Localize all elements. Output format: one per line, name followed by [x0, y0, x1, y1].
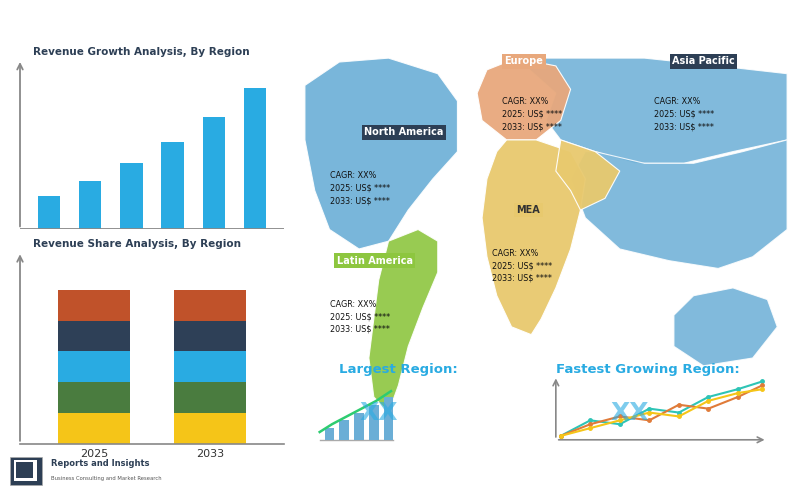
Text: CAGR: XX%
2025: US$ ****
2033: US$ ****: CAGR: XX% 2025: US$ **** 2033: US$ ****: [502, 97, 562, 131]
Bar: [339, 421, 349, 440]
Text: CAGR: XX%
2025: US$ ****
2033: US$ ****: CAGR: XX% 2025: US$ **** 2033: US$ ****: [330, 171, 390, 205]
Bar: [174, 413, 246, 444]
Text: Largest Region:: Largest Region:: [339, 362, 458, 376]
FancyBboxPatch shape: [14, 460, 37, 481]
Text: XX: XX: [610, 400, 649, 424]
FancyBboxPatch shape: [10, 457, 42, 485]
Bar: [384, 397, 394, 440]
Text: Business Consulting and Market Research: Business Consulting and Market Research: [51, 476, 162, 481]
Bar: [369, 405, 378, 440]
Text: XX: XX: [359, 400, 398, 424]
Text: Reports and Insights: Reports and Insights: [51, 458, 150, 468]
Bar: [162, 142, 184, 229]
Text: Asia Pacific: Asia Pacific: [672, 56, 735, 66]
Polygon shape: [482, 140, 586, 335]
Bar: [354, 413, 364, 440]
Bar: [78, 181, 102, 229]
Bar: [202, 117, 226, 229]
Bar: [174, 382, 246, 413]
Text: North America: North America: [364, 127, 443, 137]
Bar: [120, 163, 142, 229]
FancyBboxPatch shape: [16, 462, 34, 478]
Polygon shape: [305, 58, 458, 249]
Text: CAGR: XX%
2025: US$ ****
2033: US$ ****: CAGR: XX% 2025: US$ **** 2033: US$ ****: [330, 300, 390, 334]
Text: CAGR: XX%
2025: US$ ****
2033: US$ ****: CAGR: XX% 2025: US$ **** 2033: US$ ****: [492, 249, 552, 283]
Polygon shape: [517, 58, 787, 163]
Bar: [244, 88, 266, 229]
Text: Latin America: Latin America: [337, 256, 413, 266]
Polygon shape: [477, 58, 570, 140]
Bar: [174, 352, 246, 382]
Text: Fastest Growing Region:: Fastest Growing Region:: [556, 362, 739, 376]
Text: Revenue Share Analysis, By Region: Revenue Share Analysis, By Region: [34, 239, 242, 249]
Bar: [58, 413, 130, 444]
Bar: [325, 428, 334, 440]
Polygon shape: [674, 288, 778, 366]
Bar: [58, 382, 130, 413]
Bar: [58, 290, 130, 320]
Text: GLOBAL PEDIATRIC HEART VALVE REPAIR AND REPLACEMENT MARKET REGIONAL LEVEL ANALYS: GLOBAL PEDIATRIC HEART VALVE REPAIR AND …: [10, 19, 657, 33]
Polygon shape: [369, 229, 438, 413]
Bar: [58, 320, 130, 352]
Text: MEA: MEA: [517, 205, 540, 215]
Bar: [174, 290, 246, 320]
Text: Europe: Europe: [505, 56, 543, 66]
Text: CAGR: XX%
2025: US$ ****
2033: US$ ****: CAGR: XX% 2025: US$ **** 2033: US$ ****: [654, 97, 714, 131]
Bar: [58, 352, 130, 382]
Text: Revenue Growth Analysis, By Region: Revenue Growth Analysis, By Region: [34, 47, 250, 57]
Bar: [38, 196, 60, 229]
Polygon shape: [556, 140, 620, 210]
Polygon shape: [570, 140, 787, 268]
Bar: [174, 320, 246, 352]
